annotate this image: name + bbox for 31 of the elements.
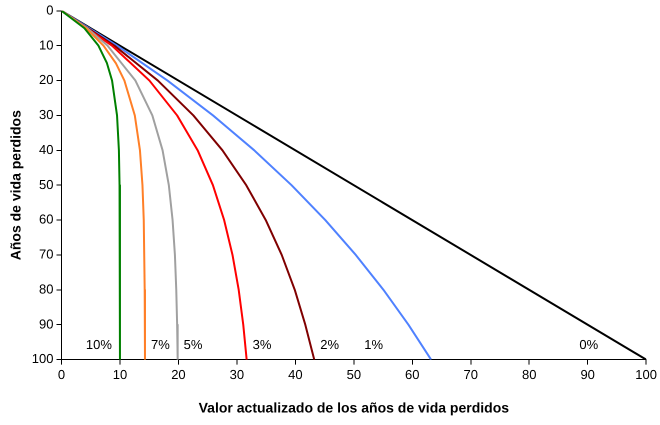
x-tick-label: 90 bbox=[580, 366, 595, 382]
y-tick-label: 10 bbox=[39, 37, 54, 52]
x-tick-label: 70 bbox=[464, 366, 478, 382]
x-tick-label: 80 bbox=[522, 366, 536, 382]
x-tick-label: 100 bbox=[635, 366, 658, 382]
y-tick-label: 0 bbox=[46, 2, 54, 18]
x-tick-label: 0 bbox=[58, 366, 66, 382]
y-tick-label: 70 bbox=[39, 246, 54, 262]
x-tick-label: 40 bbox=[288, 366, 303, 382]
x-tick-label: 10 bbox=[112, 366, 128, 382]
series-label: 0% bbox=[579, 337, 599, 352]
y-tick-label: 90 bbox=[39, 316, 54, 332]
y-tick-label: 40 bbox=[39, 142, 54, 157]
y-axis-title: Años de vida perdidos bbox=[7, 110, 24, 260]
x-tick-label: 30 bbox=[230, 366, 244, 382]
series-label: 3% bbox=[252, 337, 272, 352]
series-label: 10% bbox=[86, 337, 112, 352]
text: 1% bbox=[364, 337, 384, 352]
x-tick-label: 60 bbox=[405, 366, 420, 382]
series-label: 5% bbox=[184, 337, 203, 352]
x-tick-label: 20 bbox=[171, 366, 186, 382]
series-label: 7% bbox=[150, 337, 170, 352]
y-tick-label: 80 bbox=[39, 281, 54, 296]
y-tick-label: 50 bbox=[39, 176, 54, 192]
y-tick-label: 20 bbox=[39, 72, 54, 88]
series-label: 2% bbox=[320, 337, 340, 352]
x-axis-title: Valor actualizado de los años de vida perdidos bbox=[198, 399, 510, 416]
x-tick-label: 50 bbox=[346, 366, 362, 382]
y-tick-label: 30 bbox=[39, 107, 54, 122]
y-tick-label: 100 bbox=[32, 351, 54, 366]
y-tick-label: 60 bbox=[39, 212, 54, 227]
